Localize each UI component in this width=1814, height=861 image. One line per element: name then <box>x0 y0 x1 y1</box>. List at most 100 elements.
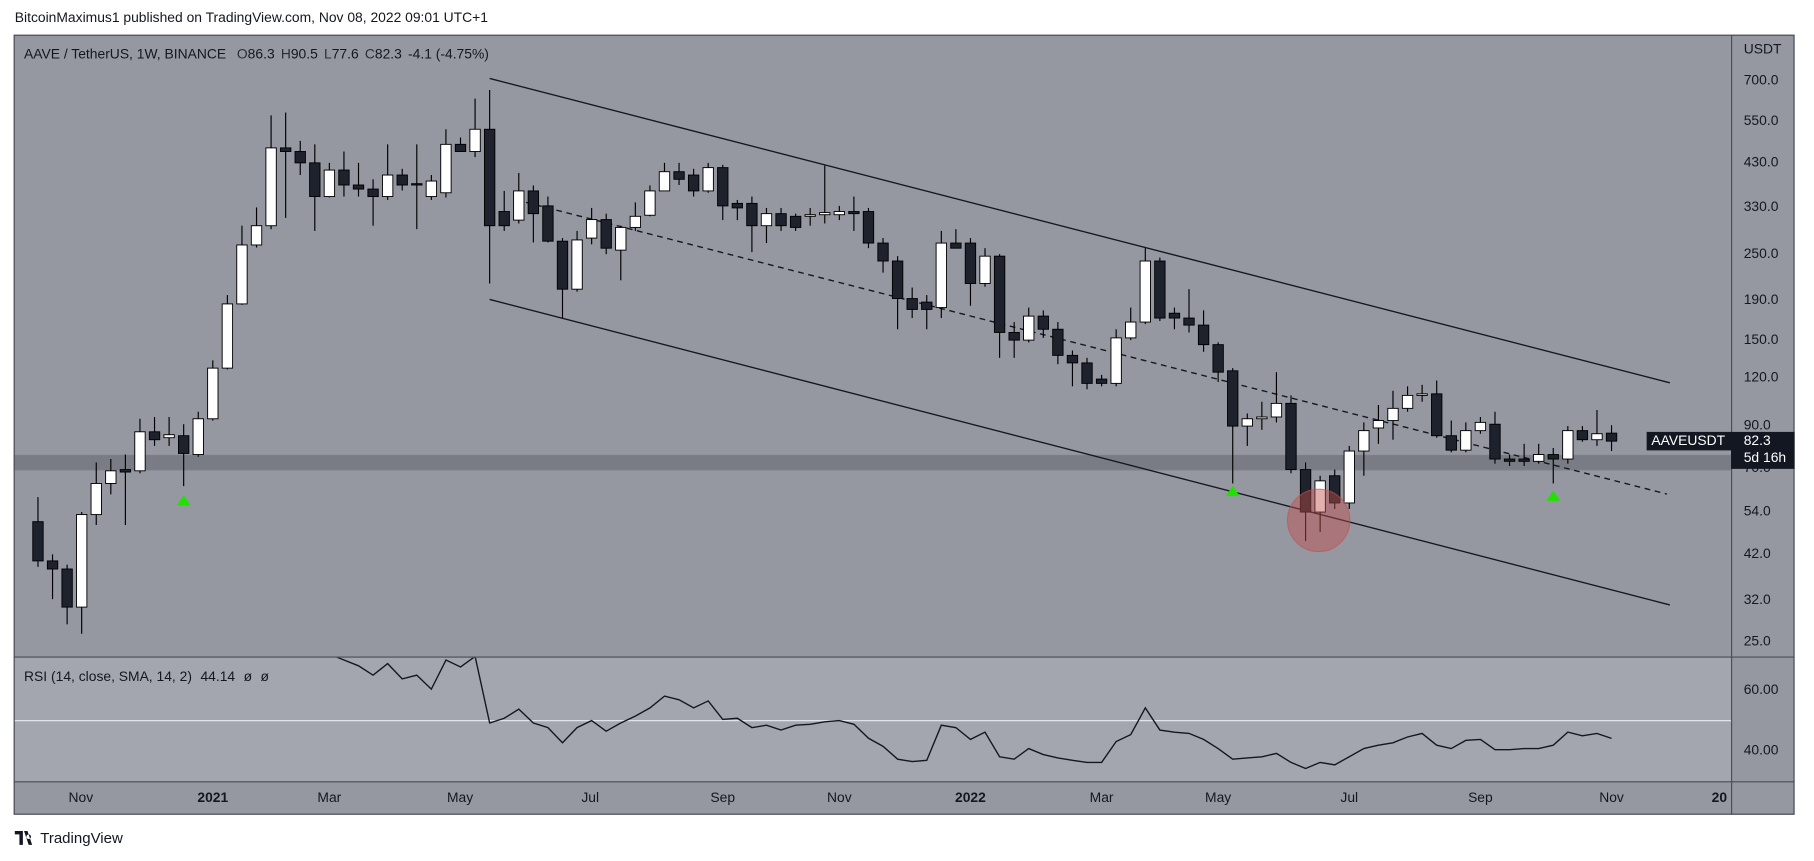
candle-body <box>1533 454 1545 462</box>
candle-body <box>1023 315 1035 341</box>
candle-body <box>1212 344 1224 373</box>
y-tick-label: 25.0 <box>1744 632 1771 648</box>
trend-line <box>525 201 1668 495</box>
candle-body <box>192 418 204 456</box>
y-tick-label: 120.0 <box>1744 368 1779 384</box>
candle-body <box>1066 354 1079 364</box>
candle-body <box>1110 337 1122 384</box>
candle-body <box>1081 362 1093 384</box>
candle-body <box>1591 433 1603 441</box>
signal-marker <box>176 495 191 506</box>
candle-body <box>571 239 583 290</box>
y-tick-label: 430.0 <box>1744 154 1779 170</box>
candle-body <box>1285 402 1297 471</box>
price-label: 82.3 <box>1744 432 1771 448</box>
y-tick-label: 550.0 <box>1744 112 1779 128</box>
ohlc-value: 86.3 <box>248 45 275 61</box>
x-tick-label: Nov <box>68 789 93 805</box>
candle-body <box>338 169 350 186</box>
candle-body <box>1329 475 1341 504</box>
candle-body <box>906 298 918 310</box>
candle-body <box>1241 418 1253 427</box>
candle-body <box>629 215 642 228</box>
candle-body <box>1125 321 1137 339</box>
symbol-label: AAVEUSDT <box>1651 432 1725 448</box>
candle-body <box>221 303 234 369</box>
brand-logo: TradingView <box>14 830 123 847</box>
candle-body <box>1503 458 1516 462</box>
rsi-extra: ø <box>244 668 253 684</box>
ohlc-label: H <box>281 45 291 61</box>
candle-body <box>1256 416 1268 420</box>
candle-body <box>483 128 496 227</box>
candle-body <box>760 213 773 227</box>
candle-body <box>1227 370 1239 427</box>
candle-body <box>1139 260 1151 323</box>
candle-body <box>454 143 467 152</box>
candle-body <box>1387 407 1399 422</box>
candle-body <box>90 483 102 516</box>
candle-body <box>950 242 962 249</box>
candle-body <box>236 244 248 305</box>
axis-unit: USDT <box>1744 40 1782 56</box>
candle-body <box>1562 430 1574 460</box>
candle-body <box>615 226 627 251</box>
candle-body <box>1431 393 1443 437</box>
rsi-tick-label: 60.00 <box>1744 681 1779 697</box>
byline: BitcoinMaximus1 published on TradingView… <box>15 9 488 25</box>
candle-body <box>717 167 729 207</box>
rsi-legend: RSI (14, close, SMA, 14, 2) 44.14 ø ø <box>24 668 270 684</box>
candle-body <box>1401 394 1414 409</box>
candle-body <box>1372 420 1385 429</box>
candle-body <box>1183 317 1195 326</box>
candle-body <box>498 211 510 227</box>
x-tick-label: Mar <box>317 789 341 805</box>
candle-body <box>527 190 540 215</box>
y-tick-label: 330.0 <box>1744 198 1779 214</box>
price-axis <box>1731 34 1795 815</box>
candle-body <box>1343 450 1355 504</box>
x-tick-label: Sep <box>710 789 735 805</box>
candle-body <box>76 514 88 608</box>
y-tick-label: 42.0 <box>1744 545 1771 561</box>
candle-body <box>513 190 525 221</box>
candle-body <box>556 240 569 290</box>
candle-body <box>644 190 656 216</box>
candle-body <box>862 211 875 244</box>
candle-body <box>1270 402 1283 418</box>
ohlc-value: 90.5 <box>291 45 318 61</box>
x-tick-label: Jul <box>1340 789 1358 805</box>
brand: TradingView <box>40 830 123 847</box>
candle-body <box>1547 454 1559 460</box>
trend-line <box>489 298 1670 606</box>
support-zone <box>13 454 1732 471</box>
rsi-line <box>336 657 1612 770</box>
candle-body <box>819 212 831 216</box>
candle-body <box>309 162 321 198</box>
trend-line <box>489 77 1670 384</box>
x-tick-label: May <box>447 789 473 805</box>
candle-body <box>294 151 306 164</box>
change: -4.1 (-4.75%) <box>408 45 489 61</box>
candle-body <box>1416 393 1428 396</box>
rsi-value: 44.14 <box>200 668 235 684</box>
candle-body <box>542 205 554 242</box>
ohlc-label: L <box>324 45 332 61</box>
ohlc-label: O <box>237 45 248 61</box>
x-tick-label: Mar <box>1090 789 1114 805</box>
x-tick-label: Nov <box>1599 789 1624 805</box>
candle-body <box>1154 260 1166 319</box>
candle-body <box>250 225 263 246</box>
price-label-bg <box>1731 431 1795 469</box>
candle-body <box>280 147 292 152</box>
symbol: AAVE / TetherUS, 1W, BINANCE <box>24 45 226 61</box>
candle-body <box>687 174 700 192</box>
candle-body <box>789 215 802 228</box>
candle-body <box>746 202 758 227</box>
candle-body <box>804 214 816 217</box>
rsi-extra: ø <box>261 668 270 684</box>
x-tick-label: Nov <box>827 789 852 805</box>
ohlc-label: C <box>365 45 375 61</box>
